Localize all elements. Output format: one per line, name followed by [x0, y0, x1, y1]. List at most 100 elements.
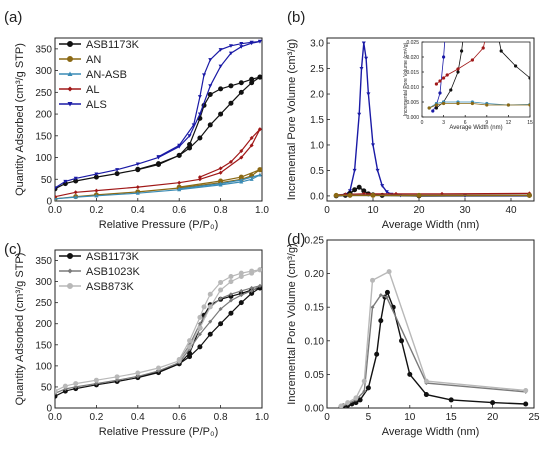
- series-asb1173k-des-point: [156, 161, 161, 167]
- series-asb1173k-des-point: [249, 76, 255, 82]
- legend-marker: [67, 41, 73, 47]
- legend-entry: AN-ASB: [86, 69, 127, 81]
- x-tick-label: 0.6: [172, 205, 186, 216]
- y-tick-label: 0: [46, 404, 52, 415]
- x-axis-label: Relative Pressure (P/P₀): [99, 426, 219, 438]
- x-tick-label: 0.6: [172, 412, 186, 423]
- inset-series-an-point: [442, 101, 446, 106]
- series-asb1173k-point: [374, 351, 380, 357]
- series-asb1023k-ads-point: [197, 332, 202, 337]
- x-tick-label: 9: [485, 120, 488, 126]
- series-asb1173k-point: [423, 392, 429, 398]
- series-an-asb-des-point: [239, 178, 244, 182]
- y-tick-label: 300: [35, 66, 52, 77]
- x-tick-label: 12: [506, 120, 512, 126]
- y-tick-label: 200: [35, 110, 52, 121]
- x-tick-label: 10: [367, 205, 379, 216]
- y-tick-label: 0.00: [305, 404, 325, 415]
- series-asb1023k-des-point: [249, 285, 254, 290]
- x-tick-label: 15: [527, 120, 533, 126]
- panel-label: (d): [287, 231, 305, 248]
- series-asb1023k-point: [370, 305, 375, 310]
- series-an-asb-ads-line: [55, 174, 261, 200]
- panel-b: (b)0 10 20 30 400.00.51.01.52.02.53.0Average…: [286, 9, 535, 231]
- series-an-asb-ads-point: [249, 177, 254, 181]
- series-asb1173k-des-point: [187, 350, 193, 356]
- x-tick-label: 0: [324, 205, 330, 216]
- inset-series-als-point: [438, 91, 442, 95]
- x-tick-label: 0.0: [48, 205, 62, 216]
- series-an-asb-des-point: [177, 186, 182, 191]
- legend-marker: [67, 268, 73, 274]
- x-tick-label: 40: [505, 205, 517, 216]
- legend-marker: [67, 71, 73, 76]
- y-tick-label: 350: [35, 256, 52, 267]
- data-layer: [333, 41, 532, 199]
- plot-frame: [54, 37, 263, 202]
- panel-a: (a) 0.0 0.2 0.4 0.6 0.8 1.0 0 50 100 150 200 250 300 3…: [4, 9, 269, 231]
- series-asb1173k-ads-point: [228, 310, 234, 316]
- x-tick-label: 20: [487, 412, 499, 423]
- y-tick-label: 250: [35, 88, 52, 99]
- series-asb1173k-point: [356, 184, 362, 190]
- series-asb1173k-ads-point: [207, 122, 213, 128]
- series-an-asb-ads-point: [73, 195, 78, 199]
- series-als-ads-point: [94, 172, 99, 177]
- series-al-des-point: [239, 149, 244, 154]
- series-asb1023k-point: [378, 293, 383, 298]
- series-asb873k-des-point: [201, 304, 207, 310]
- series-als-des-point: [156, 155, 161, 159]
- y-tick-label: 1.5: [310, 115, 324, 126]
- series-asb873k-ads-point: [73, 381, 79, 387]
- y-tick-label: 2.5: [310, 64, 324, 75]
- series-als-des-point: [218, 48, 223, 52]
- legend-entry: ALS: [86, 99, 107, 111]
- series-als-ads-point: [197, 112, 202, 117]
- series-asb1023k-des-point: [239, 288, 244, 293]
- y-tick-label: 0.10: [305, 336, 325, 347]
- series-als-des-point: [228, 44, 233, 48]
- series-asb1173k-ads-point: [197, 135, 203, 141]
- y-tick-label: 0.0: [310, 191, 324, 202]
- inset-series-an-point: [485, 103, 489, 107]
- series-al-ads-point: [73, 190, 78, 195]
- y-tick-label: 200: [35, 319, 52, 330]
- y-axis-label: Quantity Adsorbed (cm³/g STP): [14, 43, 26, 196]
- series-an-des-line: [179, 169, 261, 188]
- series-als-point: [371, 143, 375, 147]
- inset-series-al-point: [445, 73, 449, 77]
- series-asb873k-ads-point: [135, 370, 141, 376]
- legend: ASB1173K ASB1023K ASB873K: [59, 251, 140, 293]
- y-tick-label: 0.010: [406, 85, 419, 91]
- inset-series-asb1173k-point: [456, 70, 460, 74]
- panel-label: (b): [287, 9, 305, 26]
- series-asb1173k-point: [384, 289, 390, 295]
- series-an-asb-des-line: [179, 174, 261, 190]
- inset-series-an-point: [506, 103, 510, 107]
- series-an-point: [416, 192, 422, 198]
- series-asb873k-des-point: [187, 338, 193, 344]
- series-asb1173k-ads-point: [218, 321, 224, 327]
- panel-label: (c): [4, 241, 22, 258]
- series-an-point: [370, 192, 376, 198]
- series-als-ads-point: [187, 134, 192, 138]
- series-asb1023k-point: [384, 295, 389, 300]
- y-tick-label: 0.15: [305, 303, 325, 314]
- series-al-des-point: [218, 166, 223, 171]
- series-asb873k-des-point: [228, 274, 234, 280]
- panel-c: (c) 0.0 0.2 0.4 0.6 0.8 1.0 0 50 100 150 200 250 300 3…: [4, 241, 269, 438]
- series-als-ads-point: [239, 45, 244, 49]
- series-als-des-point: [239, 42, 244, 46]
- legend-entry: ASB1173K: [86, 39, 140, 51]
- inset: 0 3 6 9 12 15 0.000 0.005 0.010 0.015 0.020 0.025 Av…: [403, 40, 533, 131]
- series-al-des-point: [257, 127, 262, 132]
- series-asb1173k-point: [352, 187, 358, 193]
- series-asb873k-point: [370, 277, 376, 283]
- inset-series-asb1173k-desc-point: [528, 76, 530, 80]
- y-tick-label: 350: [35, 44, 52, 55]
- y-tick-label: 50: [41, 382, 53, 393]
- series-asb873k-des-point: [176, 357, 182, 363]
- series-asb873k-des-point: [197, 314, 203, 320]
- series-asb873k-point: [423, 378, 429, 384]
- series-als-des-point: [202, 73, 207, 77]
